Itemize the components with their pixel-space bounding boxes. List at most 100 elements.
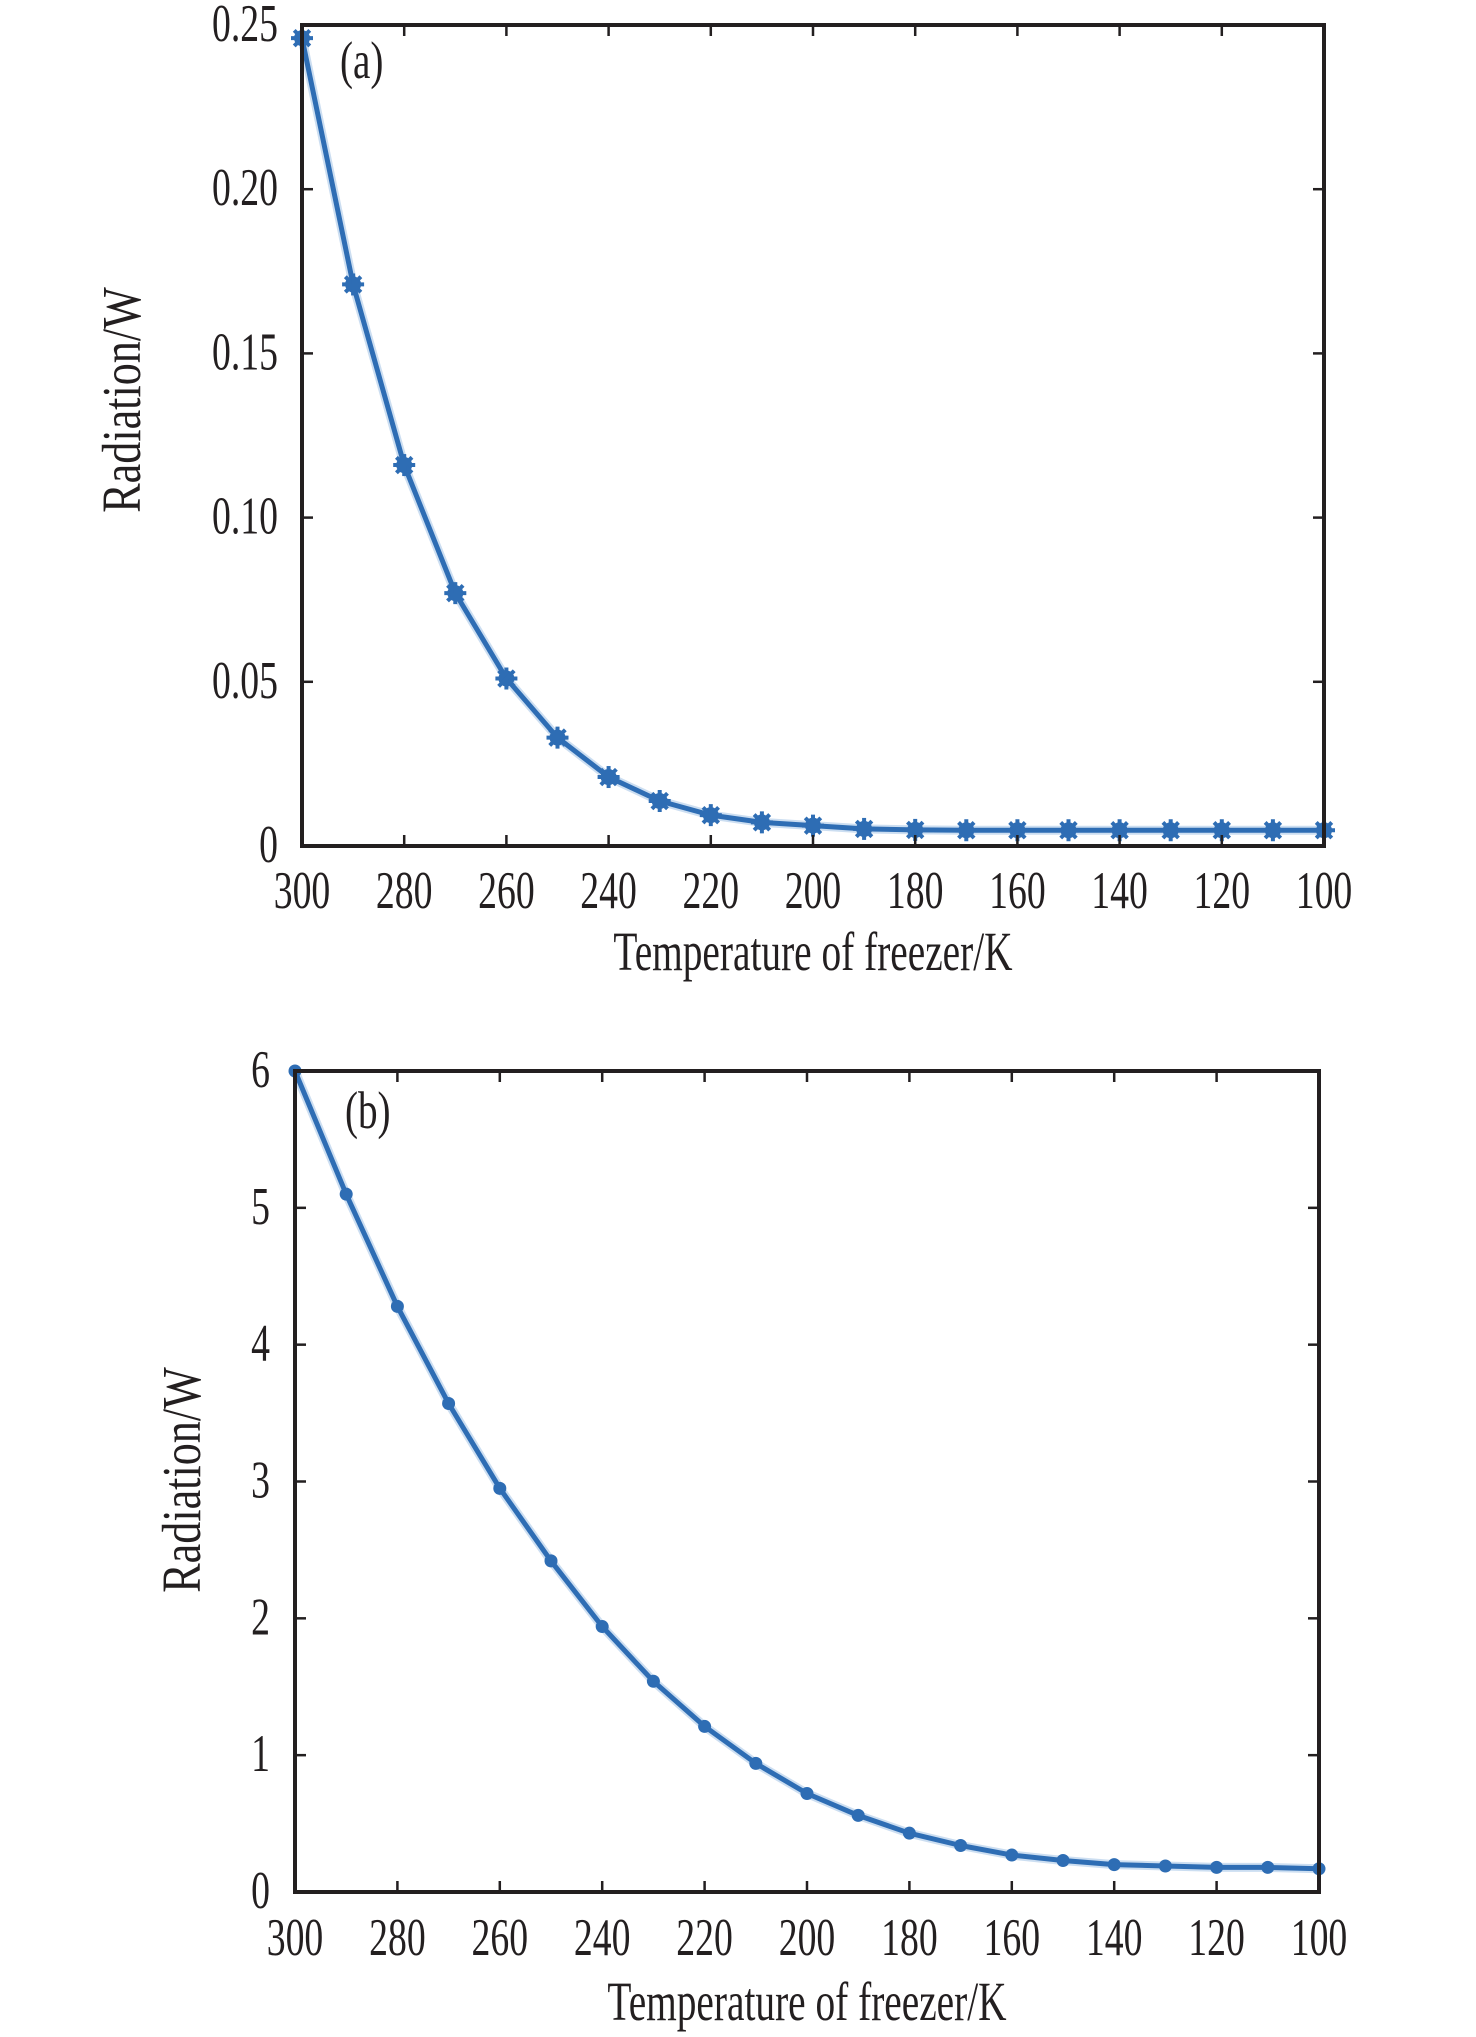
y-tick-label: 6: [251, 1040, 270, 1099]
data-point-spoke: [395, 455, 414, 475]
data-point-spoke: [343, 275, 363, 294]
y-axis-label-a: Radiation/W: [90, 286, 152, 512]
data-point-marker: [646, 1674, 660, 1688]
ticks-b: [295, 1071, 1319, 1892]
y-tick-label: 0.15: [212, 322, 278, 381]
data-point-marker: [339, 1187, 353, 1201]
data-point-marker: [698, 1719, 712, 1733]
x-tick-label: 160: [989, 861, 1046, 920]
series-layer-a: [291, 27, 1335, 842]
data-point-marker: [648, 790, 671, 813]
x-tick-label: 180: [881, 1908, 938, 1967]
y-tick-label: 0: [259, 815, 278, 874]
axes-frame-b: [293, 1069, 1321, 1894]
x-tick-label: 140: [1091, 861, 1148, 920]
data-point-spoke: [803, 816, 823, 835]
data-point-marker: [493, 1481, 507, 1495]
data-point-marker: [342, 273, 365, 296]
data-point-marker: [1107, 1858, 1121, 1872]
data-point-marker: [1210, 1860, 1224, 1874]
y-tick-labels-a: 0 0.05 0.10 0.15 0.20 0.25: [212, 0, 278, 874]
y-tick-label: 1: [251, 1724, 270, 1783]
x-tick-label: 140: [1086, 1908, 1143, 1967]
x-axis-label-b: Temperature of freezer/K: [607, 1972, 1007, 2033]
chart-panel-a: 300 280 260 240 220 200 180 160 140 120 100 0 0.05 0…: [90, 0, 1352, 983]
data-point-marker: [750, 811, 773, 834]
data-point-spoke: [701, 805, 720, 825]
x-tick-label: 220: [676, 1908, 733, 1967]
panel-label-b: (b): [345, 1083, 391, 1141]
data-point-marker: [1261, 819, 1284, 842]
x-tick-label: 260: [478, 861, 535, 920]
data-point-spoke: [446, 583, 465, 603]
x-tick-label: 160: [984, 1908, 1041, 1967]
data-point-marker: [802, 814, 824, 837]
data-point-marker: [800, 1786, 814, 1800]
data-point-spoke: [957, 821, 976, 840]
data-point-spoke: [599, 767, 618, 787]
data-point-spoke: [1161, 821, 1180, 840]
data-point-marker: [1005, 1848, 1019, 1862]
data-point-spoke: [1212, 821, 1231, 840]
ticks-a: [302, 25, 1324, 846]
data-point-marker: [495, 667, 518, 690]
data-point-marker: [1056, 1854, 1070, 1868]
data-point-spoke: [1059, 821, 1078, 840]
x-tick-labels-b: 300 280 260 240 220 200 180 160 140 120 100: [267, 1908, 1348, 1967]
data-point-spoke: [906, 820, 925, 840]
x-tick-label: 100: [1291, 1908, 1348, 1967]
x-tick-label: 200: [785, 861, 842, 920]
series-layer-b: [288, 1064, 1326, 1876]
y-tick-label: 0.10: [212, 486, 278, 545]
data-point-spoke: [1008, 821, 1027, 840]
x-tick-label: 100: [1296, 861, 1353, 920]
data-point-marker: [597, 766, 620, 789]
data-point-marker: [1159, 819, 1182, 842]
data-point-marker: [390, 1299, 404, 1313]
data-point-marker: [444, 582, 467, 605]
panel-label-a: (a): [340, 33, 383, 91]
series-line: [292, 1070, 1320, 1872]
x-tick-label: 300: [274, 861, 331, 920]
x-tick-label: 120: [1188, 1908, 1245, 1967]
x-tick-label: 180: [887, 861, 944, 920]
data-point-marker: [1057, 819, 1080, 842]
x-tick-label: 300: [267, 1908, 324, 1967]
y-tick-label: 3: [251, 1450, 270, 1509]
x-tick-label: 260: [472, 1908, 529, 1967]
x-tick-label: 200: [779, 1908, 836, 1967]
y-tick-label: 5: [251, 1177, 270, 1236]
chart-panel-b: 300 280 260 240 220 200 180 160 140 120 100 0 1 2 3 4 5…: [150, 1040, 1347, 2033]
data-point-marker: [546, 726, 569, 749]
data-point-marker: [851, 1808, 865, 1822]
x-tick-label: 240: [580, 861, 637, 920]
y-tick-label: 0.25: [212, 0, 278, 53]
data-point-marker: [954, 1838, 968, 1852]
data-point-spoke: [650, 791, 669, 811]
x-tick-label: 240: [574, 1908, 631, 1967]
x-tick-labels-a: 300 280 260 240 220 200 180 160 140 120 100: [274, 861, 1353, 920]
y-tick-label: 0.05: [212, 651, 278, 710]
x-tick-label: 280: [376, 861, 433, 920]
data-point-marker: [1158, 1859, 1172, 1873]
data-point-marker: [853, 817, 876, 840]
data-point-spoke: [1263, 821, 1283, 840]
series-line: [299, 37, 1324, 833]
data-point-spoke: [752, 813, 772, 832]
data-point-spoke: [854, 819, 874, 839]
x-tick-label: 220: [683, 861, 740, 920]
y-tick-label: 0: [251, 1861, 270, 1920]
data-point-marker: [955, 819, 978, 842]
axes-frame-a: [300, 23, 1326, 848]
x-tick-label: 280: [369, 1908, 426, 1967]
x-tick-label: 120: [1194, 861, 1251, 920]
data-point-spoke: [497, 669, 516, 688]
series-line-halo: [290, 1069, 1320, 1874]
y-tick-label: 2: [251, 1587, 270, 1646]
y-tick-labels-b: 0 1 2 3 4 5 6: [251, 1040, 270, 1920]
y-tick-label: 4: [251, 1313, 270, 1372]
series-line-halo: [297, 37, 1324, 835]
data-point-marker: [393, 454, 416, 477]
data-point-marker: [902, 1826, 916, 1840]
